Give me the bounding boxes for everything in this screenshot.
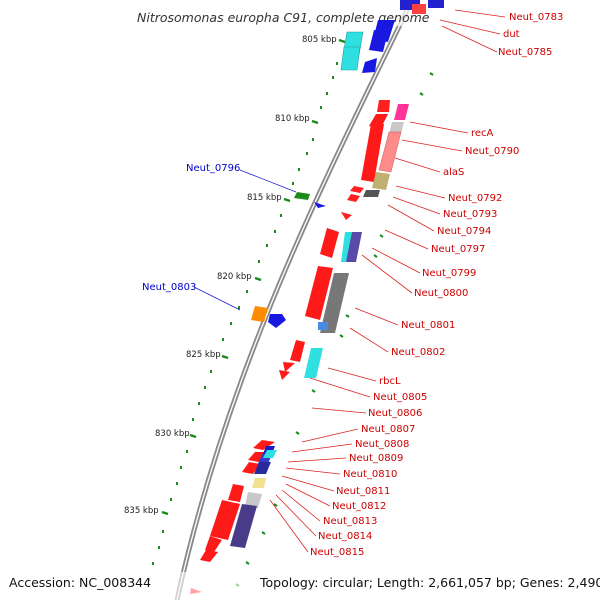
right-gene-labels: Neut_0783 dut Neut_0785 recA Neut_0790 a… [310,12,563,558]
map-title: Nitrosomonas europha C91, complete genom… [137,10,430,25]
gene-features [190,0,444,594]
gene-label: recA [471,128,494,139]
gene-label: Neut_0808 [355,439,409,450]
gene-label: Neut_0794 [437,226,491,237]
ruler-label-810: 810 kbp [275,114,310,124]
gene-label: Neut_0801 [401,320,455,331]
genome-backbone-inner [176,0,413,600]
gene-label: Neut_0790 [465,146,519,157]
ruler-label-835: 835 kbp [124,506,159,516]
gene-label: Neut_0814 [318,531,372,542]
ruler-dots [148,62,338,581]
topology-text: Topology: circular; Length: 2,661,057 bp… [259,575,600,590]
gene-label: Neut_0813 [323,516,377,527]
gene-label: Neut_0806 [368,408,422,419]
left-gene-labels: Neut_0796 Neut_0803 [142,163,240,293]
gene-label: Neut_0799 [422,268,476,279]
gene-label: Neut_0797 [431,244,485,255]
gene-label: Neut_0815 [310,547,364,558]
ruler-label-805: 805 kbp [302,35,337,45]
gene-label: Neut_0802 [391,347,445,358]
gene-label: Neut_0792 [448,193,502,204]
gene-label: Neut_0809 [349,453,403,464]
gene-label: Neut_0793 [443,209,497,220]
gene-label: Neut_0800 [414,288,468,299]
gene-label: Neut_0785 [498,47,552,58]
ruler-label-820: 820 kbp [217,272,252,282]
gene-label: Neut_0812 [332,501,386,512]
gene-label: Neut_0796 [186,163,240,174]
ruler-label-830: 830 kbp [155,429,190,439]
gene-label: rbcL [379,376,401,387]
left-leader-lines [193,169,297,311]
gene-label: Neut_0811 [336,486,390,497]
gene-label: Neut_0807 [361,424,415,435]
gene-label: Neut_0783 [509,12,563,23]
accession-text: Accession: NC_008344 [9,575,151,590]
gene-label: Neut_0805 [373,392,427,403]
ruler-label-825: 825 kbp [186,350,221,360]
gene-label: Neut_0803 [142,282,196,293]
gene-label: dut [503,29,520,40]
ruler-label-815: 815 kbp [247,193,282,203]
gene-label: alaS [443,167,464,178]
gene-label: Neut_0810 [343,469,397,480]
right-leader-lines [269,9,506,553]
ruler-major-ticks [161,38,346,516]
